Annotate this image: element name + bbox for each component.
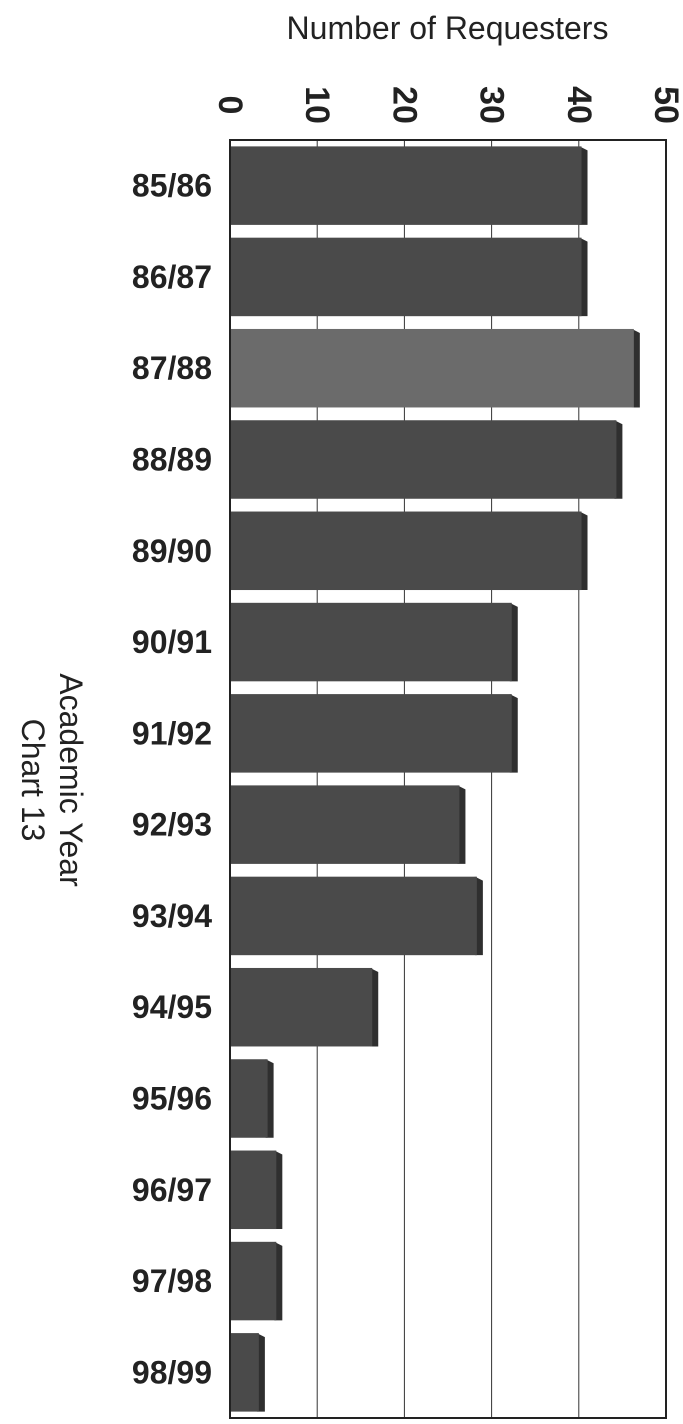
category-labels: 85/86 86/87 87/88 88/89 89/90 90/91 91/92 92/93… xyxy=(132,168,212,1391)
category-label: 92/93 xyxy=(132,807,212,843)
x-tick-label: 0 xyxy=(211,96,249,115)
bar xyxy=(230,237,588,317)
bar xyxy=(230,602,518,682)
category-label: 95/96 xyxy=(132,1081,212,1117)
bars xyxy=(230,146,640,1412)
bar-side xyxy=(631,328,640,408)
bar-face xyxy=(230,1333,259,1412)
x-tick-label: 30 xyxy=(473,86,511,124)
bar-face xyxy=(230,876,477,956)
bar xyxy=(230,420,623,499)
bar xyxy=(230,1333,265,1412)
category-label: 96/97 xyxy=(132,1172,212,1208)
bar xyxy=(230,146,588,225)
bar-face xyxy=(230,328,634,408)
bar xyxy=(230,876,483,956)
bar-face xyxy=(230,1241,277,1321)
bar-face xyxy=(230,602,512,682)
bar-face xyxy=(230,420,617,499)
category-label: 94/95 xyxy=(132,989,212,1025)
bar xyxy=(230,785,466,864)
bar xyxy=(230,694,518,773)
category-label: 97/98 xyxy=(132,1263,212,1299)
bar-face xyxy=(230,1059,268,1138)
bar-face xyxy=(230,967,373,1047)
category-label: 88/89 xyxy=(132,442,212,478)
category-label: 85/86 xyxy=(132,168,212,204)
bar xyxy=(230,1241,283,1321)
category-label: 87/88 xyxy=(132,350,212,386)
category-label: 98/99 xyxy=(132,1354,212,1390)
x-tick-label: 10 xyxy=(298,86,336,124)
bar-face xyxy=(230,511,582,591)
category-label: 86/87 xyxy=(132,259,212,295)
bar-face xyxy=(230,237,582,317)
x-tick-labels: 0 10 20 30 40 50 xyxy=(211,86,683,124)
x-tick-label: 50 xyxy=(647,86,683,124)
plot-frame xyxy=(229,139,667,1419)
bar xyxy=(230,967,379,1047)
bar-face xyxy=(230,1150,277,1230)
x-tick-label: 20 xyxy=(385,86,423,124)
bar xyxy=(230,511,588,591)
bar xyxy=(230,1059,274,1138)
category-label: 91/92 xyxy=(132,715,212,751)
category-label: 93/94 xyxy=(132,898,212,934)
bar xyxy=(230,328,640,408)
bar xyxy=(230,1150,283,1230)
bar-face xyxy=(230,785,460,864)
bar-face xyxy=(230,694,512,773)
category-label: 89/90 xyxy=(132,533,212,569)
bar-face xyxy=(230,146,582,225)
category-label: 90/91 xyxy=(132,624,212,660)
x-tick-label: 40 xyxy=(560,86,598,124)
x-axis-title: Number of Requesters xyxy=(286,10,609,46)
